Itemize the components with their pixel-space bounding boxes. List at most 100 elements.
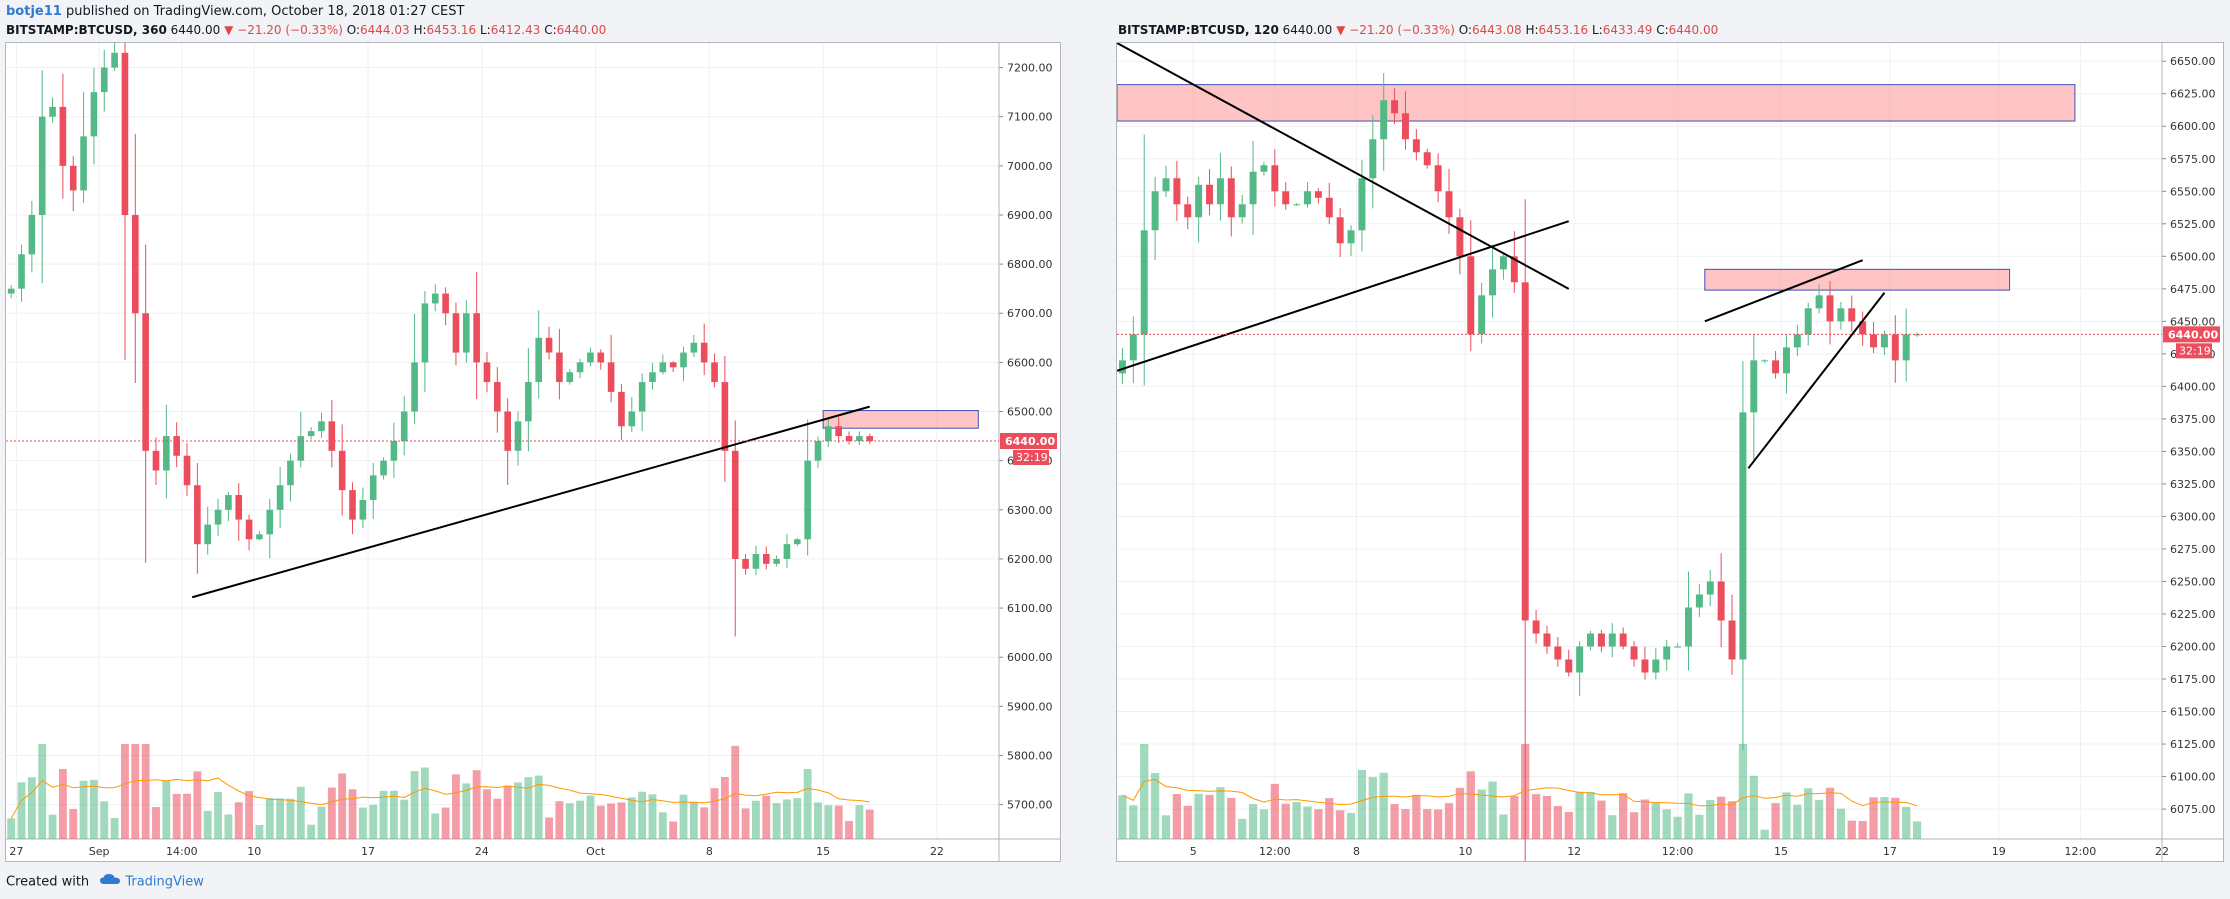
candle-body [773, 558, 780, 564]
volume-bar [1270, 783, 1279, 839]
volume-bar [1161, 815, 1171, 839]
volume-bar [38, 744, 47, 839]
trendline [1117, 220, 1570, 372]
tradingview-link[interactable]: TradingView [125, 874, 204, 890]
candle-body [1423, 152, 1431, 166]
candle-body [276, 485, 284, 510]
volume-bar [276, 798, 285, 839]
candle-body [1663, 646, 1671, 660]
volume-bar [545, 817, 553, 839]
candle-body [431, 293, 439, 304]
footer: Created with TradingView [6, 872, 204, 892]
y-tick-label: 6600.00 [2170, 120, 2216, 133]
candle-body [1282, 191, 1290, 205]
volume-bar [183, 793, 191, 839]
chart-right-svg[interactable]: 6650.00 6625.00 6600.00 6575.00 6550.00 6525.… [1117, 43, 2223, 861]
volume-bar [100, 801, 109, 839]
volume-bar [524, 777, 533, 839]
candle-body [1619, 633, 1627, 647]
x-tick-label: Oct [586, 845, 606, 858]
legend-low: 6412.43 [490, 23, 541, 37]
candle-body [1554, 646, 1562, 660]
candle-body [1652, 659, 1660, 673]
candle-body [1434, 165, 1442, 192]
candle-body [504, 411, 511, 451]
volume-bar [803, 769, 812, 839]
candle-body [173, 436, 180, 456]
y-tick-label: 5700.00 [1007, 799, 1053, 812]
candle-body [566, 372, 574, 383]
candle-body [1314, 191, 1322, 198]
candle-body [1467, 256, 1475, 335]
volume-bar [1466, 771, 1475, 839]
x-tick-label: 22 [930, 845, 944, 858]
candle-body [1227, 178, 1235, 218]
volume-bar [193, 771, 202, 839]
candle-body [1859, 321, 1867, 335]
volume-bar [1553, 806, 1562, 839]
volume-bar [1629, 812, 1639, 839]
bar-timer-label: 32:19 [2179, 344, 2211, 357]
volume-bar [69, 808, 78, 839]
candle-body [866, 436, 874, 441]
candle-body [731, 450, 739, 559]
volume-bar [565, 803, 574, 839]
legend-arrow: ▼ [224, 23, 234, 37]
volume-bar [720, 777, 729, 839]
candle-body [245, 519, 253, 540]
legend-close-label: C: [1656, 23, 1669, 37]
author-link[interactable]: botje11 [6, 4, 62, 19]
volume-bar [1695, 814, 1704, 839]
candle-body [235, 495, 243, 520]
tradingview-cloud-icon [99, 872, 121, 892]
candle-body [69, 165, 77, 191]
volume-bar [1836, 808, 1846, 839]
y-tick-label: 6650.00 [2170, 55, 2216, 68]
candle-body [1184, 204, 1192, 218]
volume-bar [1782, 792, 1791, 839]
candle-body [131, 214, 139, 314]
candle-body [1543, 633, 1551, 647]
volume-bar [1238, 818, 1247, 839]
volume-bar [1521, 744, 1530, 839]
candle-body [1478, 295, 1486, 335]
candle-body [1739, 412, 1747, 660]
resistance-zone [1704, 268, 2011, 291]
y-tick-label: 6450.00 [2170, 315, 2216, 328]
candle-body [421, 303, 429, 363]
y-tick-label: 6250.00 [2170, 575, 2216, 588]
y-tick-label: 6100.00 [1007, 602, 1053, 615]
candle-body [1249, 171, 1257, 205]
candle-body [1412, 139, 1420, 153]
volume-bar [1259, 809, 1269, 839]
y-tick-label: 6200.00 [1007, 553, 1053, 566]
volume-bar [669, 821, 678, 839]
volume-bar [1303, 806, 1312, 839]
volume-bar [1749, 775, 1758, 839]
bar-timer-label: 32:19 [1016, 451, 1048, 464]
x-tick-label: 8 [706, 845, 713, 858]
candle-body [1195, 184, 1203, 218]
candle-body [411, 362, 418, 412]
volume-bar [234, 802, 243, 839]
chart-left-svg[interactable]: 7200.00 7100.00 7000.00 6900.00 6800.00 6700.… [6, 43, 1060, 861]
candle-body [1456, 217, 1464, 257]
y-tick-label: 6500.00 [2170, 250, 2216, 263]
volume-bar [27, 777, 36, 839]
volume-bar [1357, 769, 1367, 839]
volume-bar [1597, 800, 1606, 839]
candle-body [1325, 197, 1333, 218]
chart-panel-right[interactable]: 6650.00 6625.00 6600.00 6575.00 6550.00 6525.… [1116, 42, 2224, 862]
volume-bar [1390, 803, 1399, 839]
candle-body [1587, 633, 1594, 647]
volume-bar [596, 805, 605, 839]
chart-panel-left[interactable]: 7200.00 7100.00 7000.00 6900.00 6800.00 6700.… [5, 42, 1061, 862]
candle-body [266, 509, 274, 535]
volume-bar [203, 810, 212, 839]
candle-body [793, 539, 801, 545]
volume-bar [1673, 816, 1682, 839]
candle-body [318, 421, 325, 432]
y-tick-label: 6225.00 [2170, 608, 2216, 621]
volume-bar [172, 793, 181, 839]
candle-body [1445, 191, 1453, 218]
